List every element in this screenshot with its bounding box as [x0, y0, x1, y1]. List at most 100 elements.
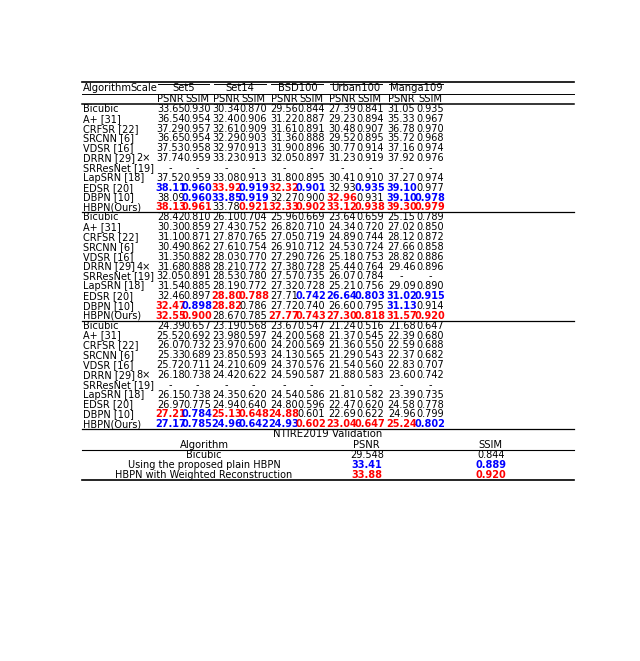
Text: 32.05: 32.05: [270, 153, 298, 163]
Text: 0.780: 0.780: [240, 272, 268, 282]
Text: 25.44: 25.44: [328, 262, 356, 272]
Text: 21.81: 21.81: [328, 390, 356, 400]
Text: 0.931: 0.931: [356, 192, 383, 202]
Text: 0.659: 0.659: [356, 212, 383, 222]
Text: 0.887: 0.887: [297, 114, 324, 124]
Text: EDSR [20]: EDSR [20]: [83, 291, 133, 301]
Text: 37.27: 37.27: [388, 173, 415, 183]
Text: 0.895: 0.895: [297, 173, 324, 183]
Text: 33.92: 33.92: [211, 182, 242, 193]
Text: 30.30: 30.30: [157, 222, 184, 232]
Text: 0.738: 0.738: [183, 370, 211, 380]
Text: 0.680: 0.680: [417, 330, 444, 340]
Text: 24.58: 24.58: [388, 399, 415, 410]
Text: -: -: [368, 380, 372, 390]
Text: 0.897: 0.897: [297, 153, 324, 163]
Text: 29.56: 29.56: [270, 104, 298, 114]
Text: 28.82: 28.82: [211, 301, 242, 311]
Text: 0.620: 0.620: [356, 399, 383, 410]
Text: 0.707: 0.707: [417, 360, 444, 370]
Text: 0.642: 0.642: [238, 419, 269, 429]
Text: 37.52: 37.52: [157, 173, 184, 183]
Text: 0.970: 0.970: [417, 124, 444, 134]
Text: 27.43: 27.43: [212, 222, 241, 232]
Text: 0.903: 0.903: [240, 134, 268, 143]
Text: CRFSR [22]: CRFSR [22]: [83, 340, 139, 350]
Text: 27.57: 27.57: [270, 272, 298, 282]
Text: LapSRN [18]: LapSRN [18]: [83, 173, 145, 183]
Text: 0.909: 0.909: [240, 124, 268, 134]
Text: 0.640: 0.640: [240, 399, 268, 410]
Text: SRCNN [6]: SRCNN [6]: [83, 350, 134, 360]
Text: 4×: 4×: [136, 262, 150, 272]
Text: 31.90: 31.90: [270, 143, 298, 153]
Text: 33.41: 33.41: [351, 460, 382, 470]
Text: 32.33: 32.33: [268, 202, 300, 212]
Text: 27.39: 27.39: [328, 104, 356, 114]
Text: 0.844: 0.844: [477, 450, 504, 460]
Text: 29.23: 29.23: [328, 114, 356, 124]
Text: 28.42: 28.42: [157, 212, 184, 222]
Text: DBPN [10]: DBPN [10]: [83, 409, 134, 420]
Text: 29.548: 29.548: [350, 450, 384, 460]
Text: 0.913: 0.913: [240, 153, 268, 163]
Text: 0.920: 0.920: [415, 311, 445, 321]
Text: 33.85: 33.85: [211, 192, 242, 202]
Text: -: -: [400, 272, 403, 282]
Text: 31.35: 31.35: [157, 252, 184, 262]
Text: 0.728: 0.728: [297, 262, 325, 272]
Text: SRResNet [19]: SRResNet [19]: [83, 163, 154, 173]
Text: DBPN [10]: DBPN [10]: [83, 301, 134, 311]
Text: -: -: [340, 163, 344, 173]
Text: 0.977: 0.977: [417, 182, 444, 193]
Text: 25.13: 25.13: [211, 409, 242, 420]
Text: 26.64: 26.64: [326, 291, 357, 301]
Text: 0.935: 0.935: [417, 104, 444, 114]
Text: 27.21: 27.21: [156, 409, 186, 420]
Text: 0.789: 0.789: [417, 212, 444, 222]
Text: 29.52: 29.52: [328, 134, 356, 143]
Text: 0.568: 0.568: [240, 321, 268, 330]
Text: 0.882: 0.882: [183, 252, 211, 262]
Text: 0.870: 0.870: [240, 104, 268, 114]
Text: 24.88: 24.88: [268, 409, 300, 420]
Text: 27.05: 27.05: [270, 232, 298, 242]
Text: -: -: [400, 163, 403, 173]
Text: 24.94: 24.94: [212, 399, 240, 410]
Text: 0.901: 0.901: [296, 182, 326, 193]
Text: 0.560: 0.560: [356, 360, 383, 370]
Text: 0.550: 0.550: [356, 340, 384, 350]
Text: 0.890: 0.890: [417, 282, 444, 292]
Text: -: -: [309, 163, 313, 173]
Text: Scale: Scale: [130, 83, 157, 93]
Text: -: -: [429, 163, 432, 173]
Text: 0.785: 0.785: [182, 419, 212, 429]
Text: 0.974: 0.974: [417, 173, 444, 183]
Text: 0.896: 0.896: [297, 143, 324, 153]
Text: 0.978: 0.978: [415, 192, 445, 202]
Text: 0.764: 0.764: [356, 262, 383, 272]
Text: 26.15: 26.15: [157, 390, 184, 400]
Text: CRFSR [22]: CRFSR [22]: [83, 232, 139, 242]
Text: 0.788: 0.788: [238, 291, 269, 301]
Text: 0.728: 0.728: [297, 282, 325, 292]
Text: 31.57: 31.57: [387, 311, 417, 321]
Text: 39.10: 39.10: [387, 182, 417, 193]
Text: 24.96: 24.96: [388, 409, 415, 420]
Text: SRCNN [6]: SRCNN [6]: [83, 242, 134, 252]
Text: 36.78: 36.78: [388, 124, 415, 134]
Text: 25.21: 25.21: [328, 282, 356, 292]
Text: 0.871: 0.871: [183, 232, 211, 242]
Text: 28.67: 28.67: [212, 311, 241, 321]
Text: 22.47: 22.47: [328, 399, 356, 410]
Text: 0.919: 0.919: [238, 182, 269, 193]
Text: 23.97: 23.97: [212, 340, 241, 350]
Text: 0.900: 0.900: [297, 192, 324, 202]
Text: 0.648: 0.648: [238, 409, 269, 420]
Text: HBPN(Ours): HBPN(Ours): [83, 419, 141, 429]
Text: 0.921: 0.921: [238, 202, 269, 212]
Text: 0.710: 0.710: [297, 222, 324, 232]
Text: 0.657: 0.657: [183, 321, 211, 330]
Text: 37.29: 37.29: [157, 124, 184, 134]
Text: 23.04: 23.04: [326, 419, 357, 429]
